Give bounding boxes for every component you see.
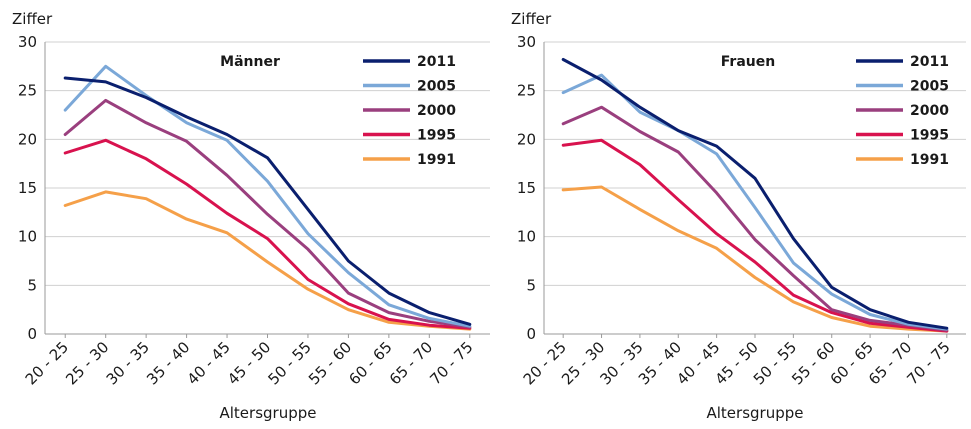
maenner-y-tick-label: 15 bbox=[18, 179, 37, 197]
frauen-y-tick-label: 10 bbox=[517, 228, 536, 246]
frauen-x-tick-label: 70 - 75 bbox=[903, 338, 953, 388]
maenner-x-tick-label: 45 - 50 bbox=[224, 338, 274, 388]
frauen-series-line-1991 bbox=[561, 185, 949, 333]
maenner-legend-item: 1995 bbox=[363, 128, 456, 144]
frauen-y-tick-label: 20 bbox=[517, 130, 536, 148]
frauen-legend: 2011 2005 2000 1995 1991 bbox=[856, 54, 949, 168]
frauen-x-axis-title: Altersgruppe bbox=[707, 404, 804, 422]
maenner-x-tick-label: 70 - 75 bbox=[426, 338, 476, 388]
frauen-legend-label: 1995 bbox=[910, 128, 949, 144]
frauen-y-tick-label: 30 bbox=[517, 33, 536, 51]
maenner-x-tick-label: 35 - 40 bbox=[143, 338, 193, 388]
maenner-x-tick-label: 55 - 60 bbox=[305, 338, 355, 388]
frauen-panel-title: Frauen bbox=[721, 54, 775, 70]
frauen-legend-item: 1991 bbox=[856, 152, 949, 168]
frauen-y-tick-label: 25 bbox=[517, 82, 536, 100]
maenner-x-tick-label: 65 - 70 bbox=[386, 338, 436, 388]
frauen-series-line-1995 bbox=[561, 138, 949, 333]
maenner-legend-label: 2011 bbox=[417, 54, 456, 70]
frauen-y-tick-label: 0 bbox=[526, 325, 536, 343]
maenner-x-tick-label: 60 - 65 bbox=[345, 338, 395, 388]
maenner-series-line-2000 bbox=[63, 98, 472, 329]
frauen-y-axis-label: Ziffer bbox=[511, 10, 552, 28]
maenner-series-line-1995 bbox=[63, 138, 472, 330]
maenner-legend-item: 2005 bbox=[363, 79, 456, 95]
frauen-legend-item: 1995 bbox=[856, 128, 949, 144]
frauen-legend-item: 2011 bbox=[856, 54, 949, 70]
frauen-legend-item: 2005 bbox=[856, 79, 949, 95]
maenner-y-tick-label: 0 bbox=[27, 325, 37, 343]
frauen-y-tick-label: 15 bbox=[517, 179, 536, 197]
maenner-y-tick-label: 30 bbox=[18, 33, 37, 51]
frauen-series-line-2011 bbox=[561, 58, 949, 330]
maenner-panel-title: Männer bbox=[220, 54, 280, 70]
frauen-series-line-2000 bbox=[561, 105, 949, 332]
maenner-legend-item: 2011 bbox=[363, 54, 456, 70]
maenner-y-axis-label: Ziffer bbox=[12, 10, 53, 28]
maenner-legend-label: 1995 bbox=[417, 128, 456, 144]
maenner-y-tick-label: 5 bbox=[27, 276, 37, 294]
maenner-x-tick-label: 50 - 55 bbox=[264, 338, 314, 388]
maenner-legend: 2011 2005 2000 1995 1991 bbox=[363, 54, 456, 168]
maenner-x-tick-label: 30 - 35 bbox=[103, 338, 153, 388]
frauen-legend-item: 2000 bbox=[856, 103, 949, 119]
frauen-legend-label: 1991 bbox=[910, 152, 949, 168]
maenner-series-line-1991 bbox=[63, 190, 472, 331]
maenner-x-tick-label: 25 - 30 bbox=[62, 338, 112, 388]
maenner-x-axis-title: Altersgruppe bbox=[220, 404, 317, 422]
maenner-y-tick-label: 25 bbox=[18, 82, 37, 100]
maenner-legend-item: 2000 bbox=[363, 103, 456, 119]
maenner-y-tick-label: 20 bbox=[18, 130, 37, 148]
frauen-legend-label: 2005 bbox=[910, 79, 949, 95]
maenner-legend-label: 1991 bbox=[417, 152, 456, 168]
maenner-legend-label: 2000 bbox=[417, 103, 456, 119]
maenner-x-tick-label: 20 - 25 bbox=[22, 338, 72, 388]
maenner-series-line-2011 bbox=[63, 76, 472, 326]
maenner-x-tick-label: 40 - 45 bbox=[184, 338, 234, 388]
frauen-legend-label: 2000 bbox=[910, 103, 949, 119]
frauen-series-line-2005 bbox=[561, 73, 949, 331]
maenner-y-tick-label: 10 bbox=[18, 228, 37, 246]
maenner-legend-label: 2005 bbox=[417, 79, 456, 95]
frauen-y-tick-label: 5 bbox=[526, 276, 536, 294]
maenner-series-line-2005 bbox=[63, 64, 472, 328]
frauen-legend-label: 2011 bbox=[910, 54, 949, 70]
maenner-legend-item: 1991 bbox=[363, 152, 456, 168]
